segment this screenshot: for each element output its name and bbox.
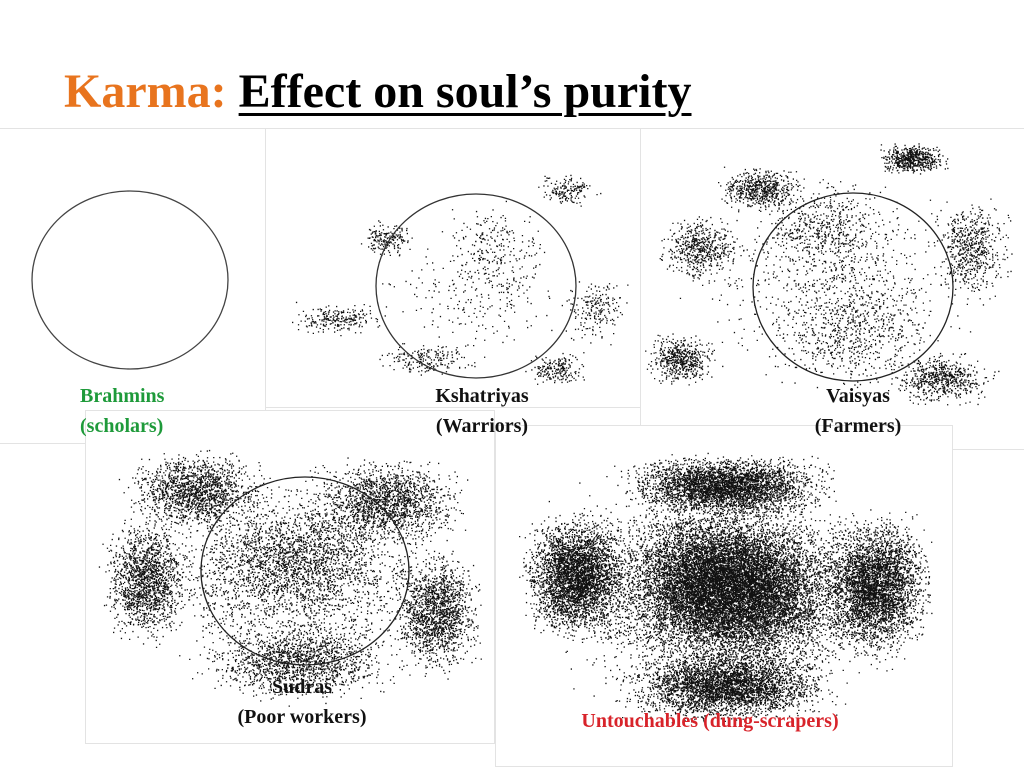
vaisyas-name: Vaisyas bbox=[826, 385, 890, 407]
impurity-dots bbox=[292, 174, 629, 385]
vaisyas-soul-figure bbox=[645, 143, 1013, 406]
vaisyas-soul-circle bbox=[752, 192, 954, 382]
vaisyas-role: (Farmers) bbox=[814, 415, 902, 437]
brahmins-name: Brahmins bbox=[80, 385, 165, 407]
vaisyas-label: Vaisyas (Farmers) bbox=[758, 381, 958, 441]
kshatriyas-soul-figure bbox=[292, 174, 629, 385]
brahmins-soul-figure bbox=[31, 190, 229, 370]
brahmins-role: (scholars) bbox=[80, 415, 164, 437]
sudras-panel bbox=[85, 410, 495, 744]
kshatriyas-soul-circle bbox=[375, 193, 577, 379]
brahmins-panel bbox=[0, 128, 266, 444]
untouchables-name: Untouchables (dung-scrapers) bbox=[581, 710, 839, 732]
sudras-soul-circle bbox=[200, 476, 410, 666]
untouchables-label: Untouchables (dung-scrapers) bbox=[520, 706, 900, 736]
untouchables-panel bbox=[495, 425, 953, 767]
kshatriyas-name: Kshatriyas bbox=[435, 385, 529, 407]
vaisyas-panel bbox=[640, 128, 1024, 450]
sudras-name: Sudras bbox=[271, 676, 333, 698]
slide-title: Karma: Effect on soul’s purity bbox=[64, 64, 692, 119]
impurity-dots bbox=[645, 143, 1013, 406]
title-main: Effect on soul’s purity bbox=[238, 65, 692, 118]
title-prefix: Karma: bbox=[64, 65, 227, 118]
kshatriyas-label: Kshatriyas (Warriors) bbox=[382, 381, 582, 441]
sudras-label: Sudras (Poor workers) bbox=[202, 672, 402, 732]
untouchables-soul-figure bbox=[519, 452, 933, 724]
kshatriyas-role: (Warriors) bbox=[435, 415, 529, 437]
kshatriyas-panel bbox=[265, 128, 641, 408]
sudras-soul-figure bbox=[98, 449, 482, 707]
sudras-role: (Poor workers) bbox=[237, 706, 367, 728]
brahmins-soul-circle bbox=[31, 190, 229, 370]
impurity-dots bbox=[98, 449, 482, 707]
brahmins-label: Brahmins (scholars) bbox=[80, 381, 164, 441]
impurity-dots bbox=[519, 452, 933, 724]
